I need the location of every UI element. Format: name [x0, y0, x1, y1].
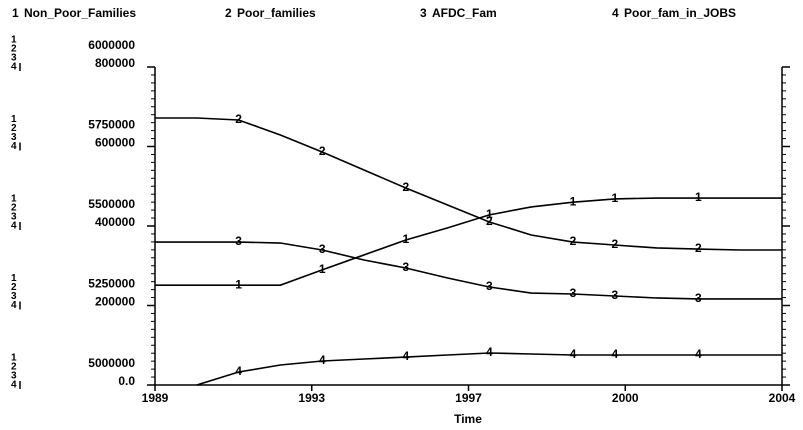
scale-key: 4 [11, 300, 17, 311]
y2-tick-label: 600000 [95, 136, 135, 150]
series-marker: 3 [235, 234, 242, 248]
series-line [155, 117, 782, 251]
scale-key: 2 [11, 44, 17, 55]
scale-key: 1 [11, 194, 17, 205]
y2-tick-label: 400000 [95, 215, 135, 229]
series-marker: 3 [611, 288, 618, 302]
series-marker: 4 [486, 345, 493, 359]
series-marker: 2 [611, 237, 618, 251]
y2-tick-label: 0.0 [118, 374, 135, 388]
series-marker: 1 [402, 232, 409, 246]
series-marker: 3 [570, 286, 577, 300]
series-marker: 2 [402, 180, 409, 194]
scale-key: 3 [11, 132, 17, 143]
scale-key: 3 [11, 53, 17, 64]
x-axis-label: Time [454, 412, 482, 426]
series-marker: 3 [486, 279, 493, 293]
series-line [155, 241, 782, 300]
legend-label: Poor_families [237, 6, 316, 20]
legend-label: Non_Poor_Families [24, 6, 136, 20]
series-marker: 1 [319, 262, 326, 276]
x-tick-label: 2004 [769, 391, 796, 405]
legend-number: 3 [420, 6, 427, 20]
y-tick-label: 5250000 [88, 277, 135, 291]
scale-key: 4 [11, 380, 17, 391]
series-marker: 1 [695, 190, 702, 204]
scale-key: 1 [11, 353, 17, 364]
series-marker: 1 [611, 191, 618, 205]
y-tick-label: 6000000 [88, 38, 135, 52]
series-marker: 4 [611, 347, 618, 361]
x-tick-label: 1989 [142, 391, 169, 405]
series-line [196, 352, 782, 386]
scale-key: 4 [11, 62, 17, 73]
x-tick-label: 1993 [298, 391, 325, 405]
y-tick-label: 5750000 [88, 118, 135, 132]
series-marker: 2 [695, 241, 702, 255]
scale-key: 1 [11, 35, 17, 46]
series-marker: 3 [695, 291, 702, 305]
scale-key: 1 [11, 114, 17, 125]
y-tick-label: 5500000 [88, 197, 135, 211]
series-marker: 4 [319, 353, 326, 367]
series-marker: 2 [570, 234, 577, 248]
x-tick-label: 2000 [612, 391, 639, 405]
scale-key: 2 [11, 282, 17, 293]
series-marker: 4 [402, 349, 409, 363]
series-marker: 1 [235, 277, 242, 291]
series-marker: 4 [695, 347, 702, 361]
scale-key: 2 [11, 362, 17, 373]
series-marker: 2 [319, 144, 326, 158]
scale-key: 1 [11, 273, 17, 284]
legend-number: 4 [612, 6, 619, 20]
series-marker: 1 [486, 207, 493, 221]
series-marker: 4 [235, 364, 242, 378]
scale-key: 3 [11, 291, 17, 302]
legend-number: 1 [12, 6, 19, 20]
series-marker: 2 [235, 112, 242, 126]
scale-key: 3 [11, 371, 17, 382]
legend-number: 2 [225, 6, 232, 20]
x-tick-label: 1997 [455, 391, 482, 405]
scale-key: 4 [11, 141, 17, 152]
legend-label: AFDC_Fam [432, 6, 497, 20]
scale-key: 2 [11, 123, 17, 134]
series-marker: 1 [570, 194, 577, 208]
y2-tick-label: 800000 [95, 56, 135, 70]
series-marker: 4 [570, 347, 577, 361]
y-tick-label: 5000000 [88, 356, 135, 370]
series-marker: 3 [319, 242, 326, 256]
scale-key: 3 [11, 212, 17, 223]
scale-key: 2 [11, 203, 17, 214]
series-line [155, 197, 782, 286]
scale-key: 4 [11, 221, 17, 232]
legend-label: Poor_fam_in_JOBS [624, 6, 736, 20]
series-marker: 3 [402, 260, 409, 274]
series-marker: 2 [486, 214, 493, 228]
y2-tick-label: 200000 [95, 295, 135, 309]
